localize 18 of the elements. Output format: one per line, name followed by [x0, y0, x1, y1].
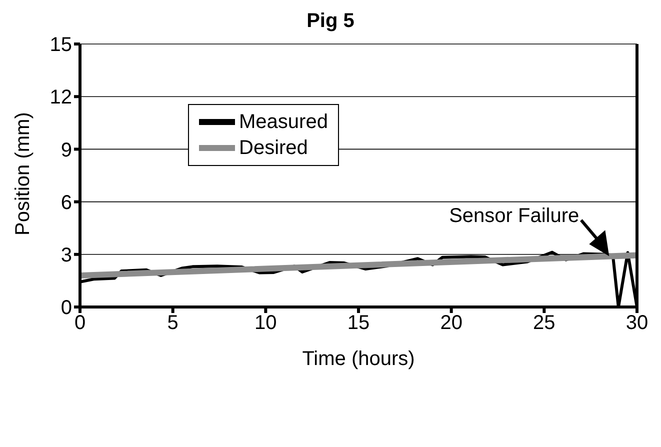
y-tick-label: 3: [60, 244, 72, 266]
legend-label: Desired: [239, 136, 308, 161]
x-tick-label: 20: [440, 312, 462, 334]
x-tick-label: 10: [254, 312, 277, 334]
x-tick-label: 30: [626, 312, 648, 334]
x-axis-title: Time (hours): [302, 348, 415, 370]
y-tick-label: 15: [50, 34, 72, 56]
y-tick-label: 12: [50, 86, 72, 109]
x-tick-label: 15: [347, 312, 370, 334]
x-tick-label: 5: [167, 312, 178, 334]
legend-label: Measured: [239, 110, 328, 135]
y-tick-label: 6: [60, 192, 72, 214]
y-axis-title: Position (mm): [12, 112, 34, 236]
annotation: Sensor Failure: [449, 205, 580, 228]
y-tick-label: 9: [60, 139, 72, 162]
chart-title: Pig 5: [306, 9, 356, 34]
y-tick-label: 0: [60, 297, 72, 320]
x-tick-label: 25: [533, 312, 556, 334]
